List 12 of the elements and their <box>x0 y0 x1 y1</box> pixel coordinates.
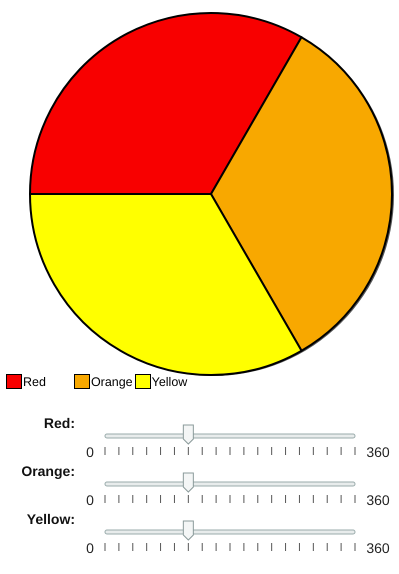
text: Red: <box>44 415 75 431</box>
text: 0 <box>86 540 94 556</box>
legend-label: Orange <box>90 374 133 388</box>
text: Yellow: <box>26 511 75 527</box>
text: Orange: <box>21 463 75 479</box>
text: 0 <box>86 492 94 508</box>
legend-label: Yellow <box>152 374 188 388</box>
text: 360 <box>366 492 390 508</box>
text: 360 <box>366 540 390 556</box>
text: 0 <box>86 444 94 460</box>
legend-label: Red <box>23 374 46 388</box>
text: 360 <box>366 444 390 460</box>
